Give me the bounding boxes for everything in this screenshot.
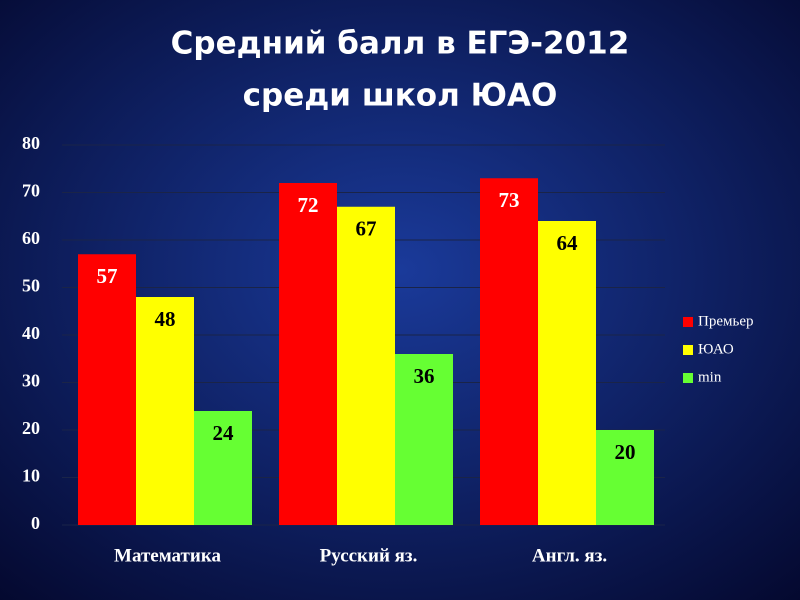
data-label: 48 <box>155 307 176 331</box>
bar <box>194 411 252 525</box>
data-label: 64 <box>557 231 579 255</box>
legend-swatch <box>683 317 693 327</box>
x-tick-label: Русский яз. <box>320 545 418 566</box>
data-label: 36 <box>414 364 435 388</box>
bar <box>78 254 136 525</box>
bar <box>337 206 395 525</box>
data-label: 20 <box>615 440 636 464</box>
data-label: 73 <box>499 188 520 212</box>
legend-label: ЮАО <box>698 341 734 357</box>
x-tick-label: Математика <box>114 545 221 566</box>
data-label: 72 <box>298 193 319 217</box>
legend-label: Премьер <box>698 313 753 329</box>
bar <box>136 297 194 525</box>
bar <box>538 221 596 525</box>
legend-swatch <box>683 373 693 383</box>
bar <box>279 183 337 525</box>
y-tick-label: 10 <box>22 466 40 486</box>
y-tick-label: 70 <box>22 181 40 201</box>
bar <box>596 430 654 525</box>
legend-label: min <box>698 369 722 385</box>
y-tick-label: 50 <box>22 276 40 296</box>
chart-title: среди школ ЮАО <box>243 78 558 114</box>
bar <box>395 354 453 525</box>
x-tick-label: Англ. яз. <box>532 545 607 566</box>
data-label: 67 <box>356 217 377 241</box>
y-tick-label: 0 <box>31 513 40 533</box>
y-tick-label: 80 <box>22 133 40 153</box>
legend-swatch <box>683 345 693 355</box>
chart-title: Средний балл в ЕГЭ-2012 <box>171 26 630 62</box>
y-tick-label: 60 <box>22 228 40 248</box>
y-tick-label: 30 <box>22 371 40 391</box>
data-label: 24 <box>213 421 235 445</box>
data-label: 57 <box>97 264 118 288</box>
y-tick-label: 40 <box>22 323 40 343</box>
y-tick-label: 20 <box>22 418 40 438</box>
bar <box>480 178 538 525</box>
